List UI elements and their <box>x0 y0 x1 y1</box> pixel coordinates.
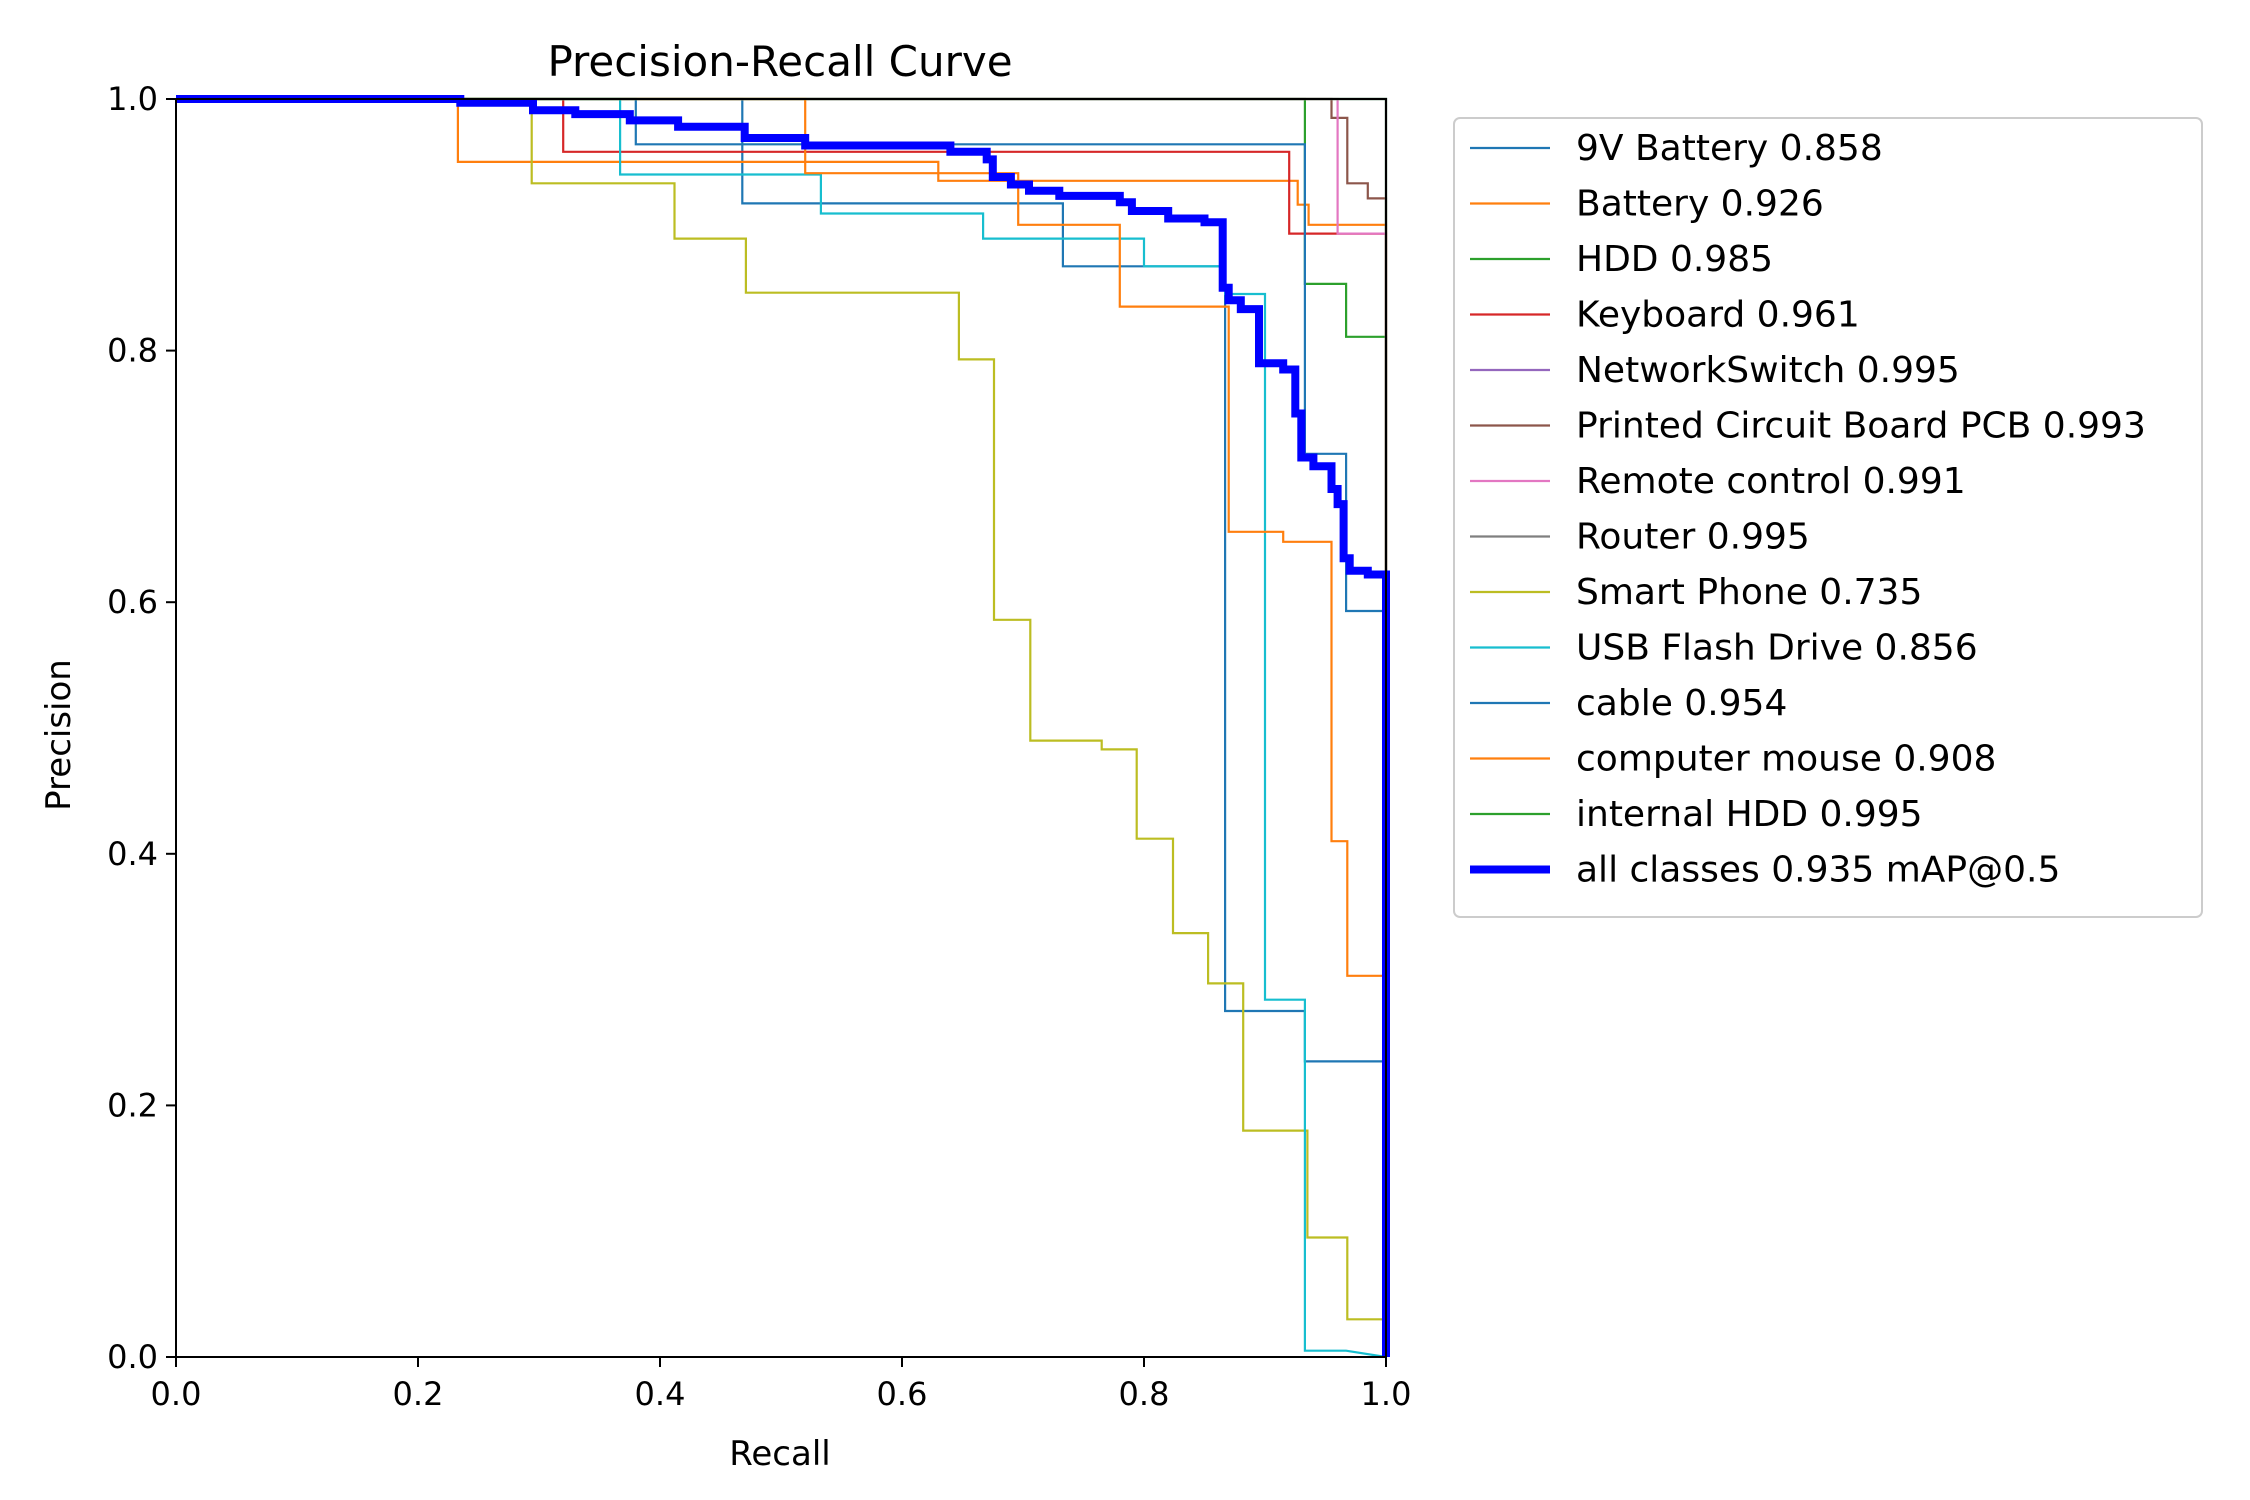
series-line-13 <box>176 95 1390 1357</box>
y-axis-label: Precision <box>39 659 79 811</box>
legend-label-0: 9V Battery 0.858 <box>1576 128 1883 169</box>
legend-label-6: Remote control 0.991 <box>1576 461 1966 502</box>
legend-label-11: computer mouse 0.908 <box>1576 739 1996 780</box>
x-tick-label: 0.4 <box>635 1375 686 1413</box>
x-axis-label: Recall <box>729 1434 830 1474</box>
legend-label-12: internal HDD 0.995 <box>1576 794 1923 835</box>
series-line-1 <box>176 97 1388 1357</box>
legend-label-2: HDD 0.985 <box>1576 239 1773 280</box>
legend-label-4: NetworkSwitch 0.995 <box>1576 350 1960 391</box>
legend-box <box>1453 117 2203 918</box>
series-line-11 <box>176 97 1388 1357</box>
plot-frame <box>175 98 1387 1358</box>
series-line-9 <box>176 97 1387 1359</box>
y-tick-label: 0.6 <box>107 583 158 621</box>
legend-label-8: Smart Phone 0.735 <box>1576 572 1922 613</box>
legend-label-5: Printed Circuit Board PCB 0.993 <box>1576 406 2146 447</box>
legend-label-9: USB Flash Drive 0.856 <box>1576 628 1978 669</box>
legend: 9V Battery 0.858 Battery 0.926 HDD 0.985 Ke… <box>1453 117 2203 918</box>
x-tick-label: 1.0 <box>1361 1375 1412 1413</box>
y-tick-label: 0.4 <box>107 835 158 873</box>
series-line-8 <box>176 97 1388 1357</box>
chart-title: Precision-Recall Curve <box>547 37 1012 86</box>
x-tick-label: 0.0 <box>151 1375 202 1413</box>
legend-label-7: Router 0.995 <box>1576 517 1810 558</box>
series-line-5 <box>176 97 1388 1357</box>
plot-area: 0.0 0.2 0.4 0.6 0.8 1.0 0.0 0.2 0.4 0.6 0.8 1.0 <box>107 80 1411 1413</box>
x-tick-label: 0.6 <box>877 1375 928 1413</box>
legend-label-10: cable 0.954 <box>1576 683 1787 724</box>
y-tick-label: 0.0 <box>107 1338 158 1376</box>
y-tick-label: 0.2 <box>107 1086 158 1124</box>
x-tick-label: 0.2 <box>393 1375 444 1413</box>
y-tick-label: 0.8 <box>107 332 158 370</box>
y-tick-label: 1.0 <box>107 80 158 118</box>
x-tick-label: 0.8 <box>1119 1375 1170 1413</box>
legend-label-13: all classes 0.935 mAP@0.5 <box>1576 850 2060 891</box>
legend-label-1: Battery 0.926 <box>1576 184 1824 225</box>
legend-label-3: Keyboard 0.961 <box>1576 295 1860 336</box>
